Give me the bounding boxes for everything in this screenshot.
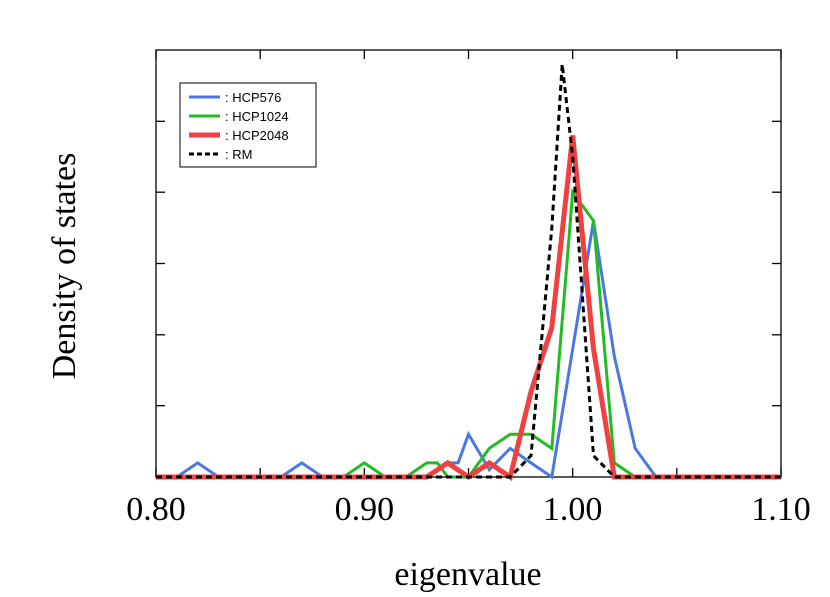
x-tick-label: 0.90 <box>335 491 395 528</box>
legend-label: : HCP2048 <box>225 128 289 143</box>
legend-label: : HCP576 <box>225 90 281 105</box>
legend-label: : RM <box>225 147 252 162</box>
series-line-3 <box>156 135 781 482</box>
x-tick-label: 0.80 <box>126 491 186 528</box>
y-axis-title: Density of states <box>46 153 83 380</box>
series-group <box>156 63 781 482</box>
series-line-1 <box>156 220 781 480</box>
legend: : HCP576 : HCP1024 : HCP2048 : RM <box>179 82 317 168</box>
series-line-4 <box>156 63 781 479</box>
x-axis-title: eigenvalue <box>394 556 541 592</box>
x-tick-label: 1.10 <box>751 491 811 528</box>
x-tick-label: 1.00 <box>543 491 603 528</box>
axis-ticks-group: 0.80 0.90 1.00 1.10 <box>126 50 811 528</box>
legend-label: : HCP1024 <box>225 109 289 124</box>
